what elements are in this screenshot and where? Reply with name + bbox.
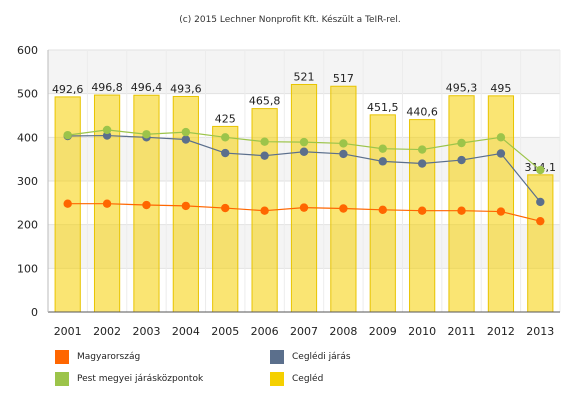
line-point bbox=[378, 157, 387, 166]
bar-cegled bbox=[527, 174, 554, 313]
x-tick-label: 2010 bbox=[408, 325, 436, 338]
line-point bbox=[417, 206, 427, 215]
legend-label: Pest megyei járásközpontok bbox=[77, 374, 204, 384]
legend-item-magyarorszag[interactable]: Magyarország bbox=[55, 350, 140, 364]
bar-value-label: 495 bbox=[490, 82, 511, 95]
y-tick-label: 300 bbox=[17, 175, 38, 188]
line-point bbox=[536, 197, 545, 207]
y-tick-label: 200 bbox=[17, 219, 38, 232]
bar-value-label: 495,3 bbox=[446, 82, 478, 95]
line-point bbox=[260, 206, 269, 215]
x-tick-label: 2009 bbox=[369, 325, 397, 338]
line-point bbox=[339, 204, 348, 213]
x-tick-label: 2008 bbox=[329, 325, 357, 338]
legend-swatch bbox=[270, 372, 284, 386]
bar-cegled bbox=[487, 95, 515, 313]
x-tick-label: 2013 bbox=[526, 325, 554, 338]
line-point bbox=[378, 205, 387, 215]
bar-value-label: 517 bbox=[333, 72, 354, 85]
line-point bbox=[457, 138, 466, 148]
legend-swatch bbox=[55, 350, 69, 364]
line-point bbox=[339, 149, 348, 159]
line-point bbox=[417, 145, 427, 154]
bar-cegled bbox=[448, 95, 475, 313]
line-point bbox=[63, 199, 72, 208]
bar-cegled bbox=[290, 83, 318, 313]
bar-value-label: 465,8 bbox=[249, 95, 281, 108]
x-tick-label: 2006 bbox=[251, 325, 279, 338]
legend-label: Cegléd bbox=[292, 374, 324, 384]
legend-item-cegledi-jaras[interactable]: Ceglédi járás bbox=[270, 350, 351, 364]
line-point bbox=[102, 125, 112, 135]
bar-labels: 492,6 496,8 496,4 493,6 425 465,8 521 517 451,5 4… bbox=[52, 70, 556, 173]
x-tick-label: 2007 bbox=[290, 325, 318, 338]
bar-value-label: 492,6 bbox=[52, 83, 84, 96]
y-tick-labels: 0 100 200 300 400 500 600 bbox=[17, 44, 38, 319]
y-tick-label: 0 bbox=[31, 306, 38, 319]
line-point bbox=[260, 137, 269, 146]
x-tick-label: 2004 bbox=[172, 325, 200, 338]
legend-swatch bbox=[270, 350, 284, 364]
legend-label: Ceglédi járás bbox=[292, 352, 351, 362]
line-point bbox=[221, 148, 230, 158]
line-point bbox=[181, 201, 191, 211]
line-point bbox=[181, 135, 191, 144]
line-point bbox=[142, 200, 151, 210]
chart-title: (c) 2015 Lechner Nonprofit Kft. Készült … bbox=[179, 14, 400, 25]
x-tick-label: 2012 bbox=[487, 325, 515, 338]
bar-value-label: 493,6 bbox=[170, 82, 202, 95]
line-point bbox=[299, 137, 309, 147]
axes bbox=[47, 50, 560, 313]
x-tick-label: 2003 bbox=[132, 325, 160, 338]
line-point bbox=[457, 206, 466, 215]
bar-value-label: 451,5 bbox=[367, 101, 399, 114]
line-point bbox=[417, 159, 427, 168]
x-tick-label: 2011 bbox=[448, 325, 476, 338]
line-point bbox=[63, 130, 72, 140]
line-point bbox=[339, 139, 348, 148]
legend-item-cegled[interactable]: Cegléd bbox=[270, 372, 323, 386]
x-tick-labels: 2001 2002 2003 2004 2005 2006 2007 2008 2009 2010… bbox=[54, 325, 555, 338]
x-tick-label: 2001 bbox=[54, 325, 82, 338]
bar-value-label: 521 bbox=[294, 70, 315, 83]
bar-value-label: 425 bbox=[215, 112, 236, 125]
line-point bbox=[536, 216, 545, 226]
bar-value-label: 496,4 bbox=[131, 81, 163, 94]
y-tick-label: 400 bbox=[17, 131, 38, 144]
legend-swatch bbox=[55, 372, 69, 386]
line-point bbox=[221, 133, 230, 142]
line-point bbox=[221, 203, 230, 213]
bar-cegled bbox=[330, 85, 357, 313]
line-point bbox=[457, 155, 466, 165]
y-tick-label: 500 bbox=[17, 88, 38, 101]
bar-value-label: 440,6 bbox=[406, 106, 438, 119]
line-point bbox=[142, 130, 151, 139]
y-tick-label: 600 bbox=[17, 44, 38, 57]
x-tick-label: 2005 bbox=[211, 325, 239, 338]
line-point bbox=[378, 144, 387, 153]
points bbox=[63, 125, 545, 226]
legend: Magyarország Ceglédi járás Pest megyei j… bbox=[55, 348, 555, 392]
bar-value-label: 496,8 bbox=[91, 81, 123, 94]
x-tick-label: 2002 bbox=[93, 325, 121, 338]
line-point bbox=[496, 207, 506, 216]
line-point bbox=[299, 203, 309, 212]
bars bbox=[54, 83, 554, 313]
bar-cegled bbox=[212, 125, 239, 313]
line-point bbox=[536, 165, 545, 175]
line-point bbox=[496, 133, 506, 142]
legend-label: Magyarország bbox=[77, 352, 141, 362]
line-point bbox=[260, 151, 269, 160]
line-point bbox=[181, 127, 191, 137]
legend-item-pest-megyei[interactable]: Pest megyei járásközpontok bbox=[55, 372, 203, 386]
line-point bbox=[496, 149, 506, 158]
line-point bbox=[102, 199, 112, 208]
y-tick-label: 100 bbox=[17, 262, 38, 275]
line-point bbox=[299, 147, 309, 156]
